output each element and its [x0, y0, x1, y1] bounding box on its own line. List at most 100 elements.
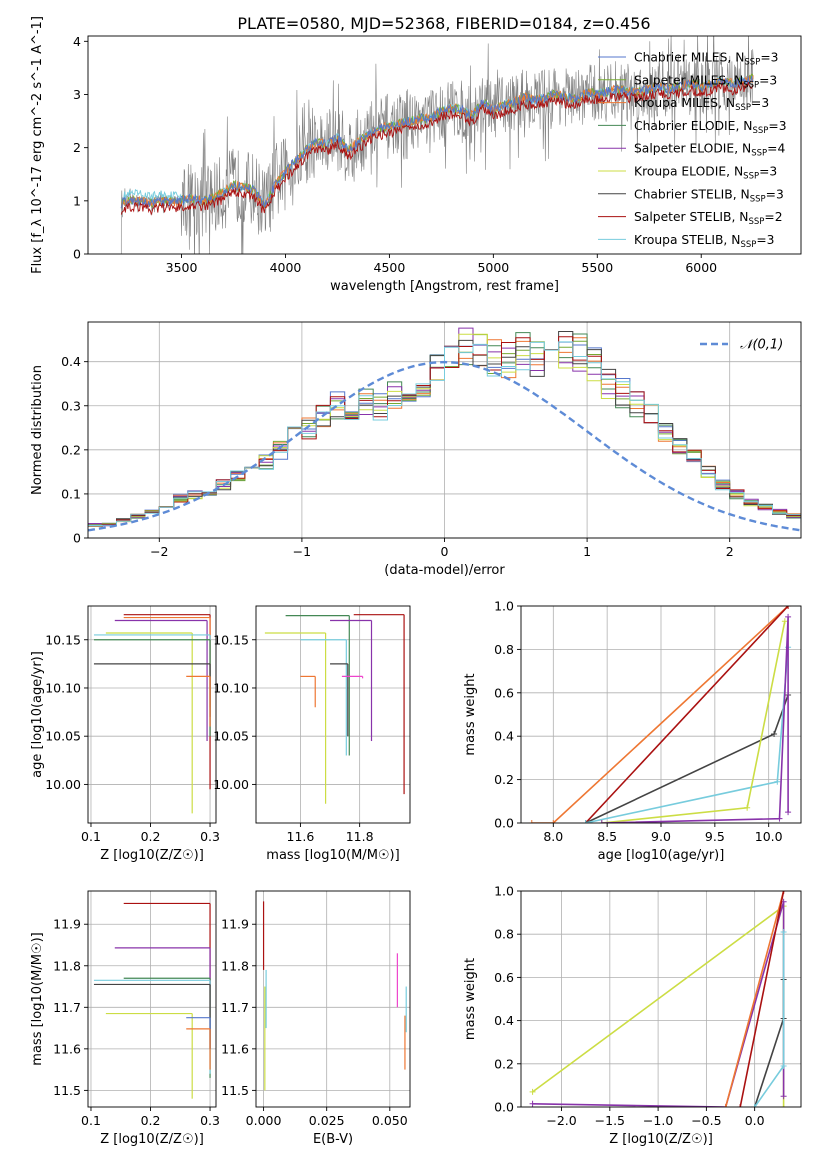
legend-subscript: SSP	[740, 240, 756, 250]
y-tick-label: 0.4	[61, 354, 81, 369]
y-tick-label: 10.00	[213, 777, 249, 792]
weight-series-line	[724, 891, 785, 1107]
legend-label: Salpeter STELIB, NSSP=2	[634, 210, 783, 227]
weight-marker	[774, 778, 781, 785]
x-axis-label: E(B-V)	[313, 1132, 353, 1147]
x-tick-label: 0.050	[372, 1113, 408, 1128]
legend-subscript: SSP	[743, 80, 759, 90]
legend-subscript: SSP	[744, 58, 760, 68]
legend-label: 𝒩(0,1)	[740, 338, 783, 353]
legend-label: Chabrier ELODIE, NSSP=3	[634, 119, 787, 136]
y-tick-label: 11.8	[221, 958, 249, 973]
y-tick-label: 0.6	[494, 685, 514, 700]
y-tick-label: 1.0	[494, 884, 514, 899]
x-tick-label: 0.2	[141, 829, 161, 844]
y-tick-label: 0	[73, 531, 81, 546]
y-tick-label: 10.15	[213, 632, 249, 647]
weight-marker	[528, 820, 535, 823]
x-tick-label: 0.000	[246, 1113, 282, 1128]
legend-tail: =3	[760, 51, 778, 65]
y-tick-label: 0.2	[494, 1056, 514, 1071]
mass_weight_vs_Z-plot-area	[529, 891, 787, 1107]
weight-marker	[785, 613, 792, 620]
legend-label: Chabrier MILES, NSSP=3	[634, 51, 778, 68]
weight-marker	[722, 1104, 729, 1107]
weight-series-line	[601, 616, 789, 823]
x-tick-label: 6000	[685, 260, 717, 275]
weight-marker	[776, 815, 783, 822]
spectrum-panel: 3500 4000 4500 5000 5500 6000 0 1 2 3 4 wavelength …	[30, 16, 802, 294]
x-tick-label: 0	[441, 544, 449, 559]
y-axis-label: Flux [f_λ 10^-17 erg cm^-2 s^-1 A^-1]	[30, 16, 45, 274]
x-tick-label: 2	[726, 544, 734, 559]
x-tick-label: 3500	[166, 260, 198, 275]
y-axis-label: age [log10(age/yr)]	[30, 651, 45, 778]
histogram-kroupa_miles	[88, 337, 801, 526]
mass_vs_Z-panel: 0.1 0.2 0.3 11.5 11.6 11.7 11.8 11.9 Z [log10(Z/…	[30, 890, 220, 1147]
y-tick-label: 3	[73, 87, 81, 102]
y-tick-label: 10.00	[45, 777, 81, 792]
histogram-salpeter_stelib	[88, 336, 801, 527]
x-tick-label: −2	[150, 544, 168, 559]
x-tick-label: 0.3	[200, 829, 220, 844]
axes-frame	[87, 605, 217, 824]
legend-tail: =3	[759, 165, 777, 179]
weight-marker	[781, 618, 788, 625]
weight-marker	[737, 1104, 744, 1107]
weight-marker	[744, 804, 751, 811]
mass_weight_vs_age-plot-area	[528, 606, 792, 823]
y-axis-label: mass weight	[463, 673, 478, 755]
x-tick-label: 8.0	[543, 829, 563, 844]
y-tick-label: 0.0	[494, 816, 514, 831]
legend-subscript: SSP	[749, 217, 765, 227]
x-tick-label: −1.0	[643, 1113, 673, 1128]
spectrum-plot-area	[120, 36, 754, 254]
residuals-plot-area	[88, 327, 801, 532]
x-tick-label: 0.1	[81, 829, 101, 844]
legend-subscript: SSP	[735, 103, 751, 113]
weight-series-line	[753, 979, 785, 1107]
weight-marker	[582, 820, 589, 823]
y-axis-label: Normed distribution	[30, 365, 45, 495]
legend-tail: =4	[767, 142, 785, 156]
figure-title: PLATE=0580, MJD=52368, FIBERID=0184, z=0…	[237, 14, 650, 33]
mass_vs_ebv-panel: 0.000 0.025 0.050 11.5 11.6 11.7 11.8 11.9 E(B-V…	[221, 890, 411, 1147]
x-tick-label: 0.1	[81, 1113, 101, 1128]
legend-label: Kroupa ELODIE, NSSP=3	[634, 165, 777, 182]
x-axis-label: mass [log10(M/M☉)]	[266, 848, 399, 863]
mass_weight_vs_age-panel: 8.0 8.5 9.0 9.5 10.0 0.0 0.2 0.4 0.6 0.8 1.0 age [l…	[463, 599, 802, 863]
legend-label: Chabrier STELIB, NSSP=3	[634, 187, 784, 204]
y-tick-label: 0.4	[494, 729, 514, 744]
weight-marker	[780, 1093, 787, 1100]
y-tick-label: 11.7	[221, 1000, 249, 1015]
x-tick-label: −2.0	[546, 1113, 576, 1128]
y-tick-label: 10.10	[213, 680, 249, 695]
weight-series-line	[739, 891, 785, 1107]
x-tick-label: −1	[293, 544, 311, 559]
x-tick-label: 5500	[581, 260, 613, 275]
y-tick-label: 10.10	[45, 680, 81, 695]
weight-marker	[785, 809, 792, 816]
weight-marker	[780, 1104, 787, 1107]
y-tick-label: 0.2	[494, 772, 514, 787]
mass_vs_Z-plot-area	[93, 902, 211, 1099]
x-tick-label: 10.0	[755, 829, 783, 844]
weight-marker	[771, 731, 778, 738]
weight-marker	[598, 820, 605, 823]
legend-tail: =3	[751, 96, 769, 110]
y-tick-label: 11.9	[221, 917, 249, 932]
x-tick-label: 11.8	[346, 829, 374, 844]
histogram-chabrier_miles	[88, 341, 801, 526]
x-tick-label: −0.5	[691, 1113, 721, 1128]
y-tick-label: 0.1	[61, 486, 81, 501]
y-tick-label: 1.0	[494, 599, 514, 614]
x-tick-label: 0.3	[200, 1113, 220, 1128]
y-axis-label: mass [log10(M/M☉)]	[30, 932, 45, 1065]
legend-subscript: SSP	[752, 126, 768, 136]
y-tick-label: 0.0	[494, 1100, 514, 1115]
y-tick-label: 11.5	[53, 1083, 81, 1098]
x-tick-label: 4500	[374, 260, 406, 275]
y-tick-label: 0.2	[61, 442, 81, 457]
x-axis-label: Z [log10(Z/Z☉)]	[100, 1132, 204, 1147]
